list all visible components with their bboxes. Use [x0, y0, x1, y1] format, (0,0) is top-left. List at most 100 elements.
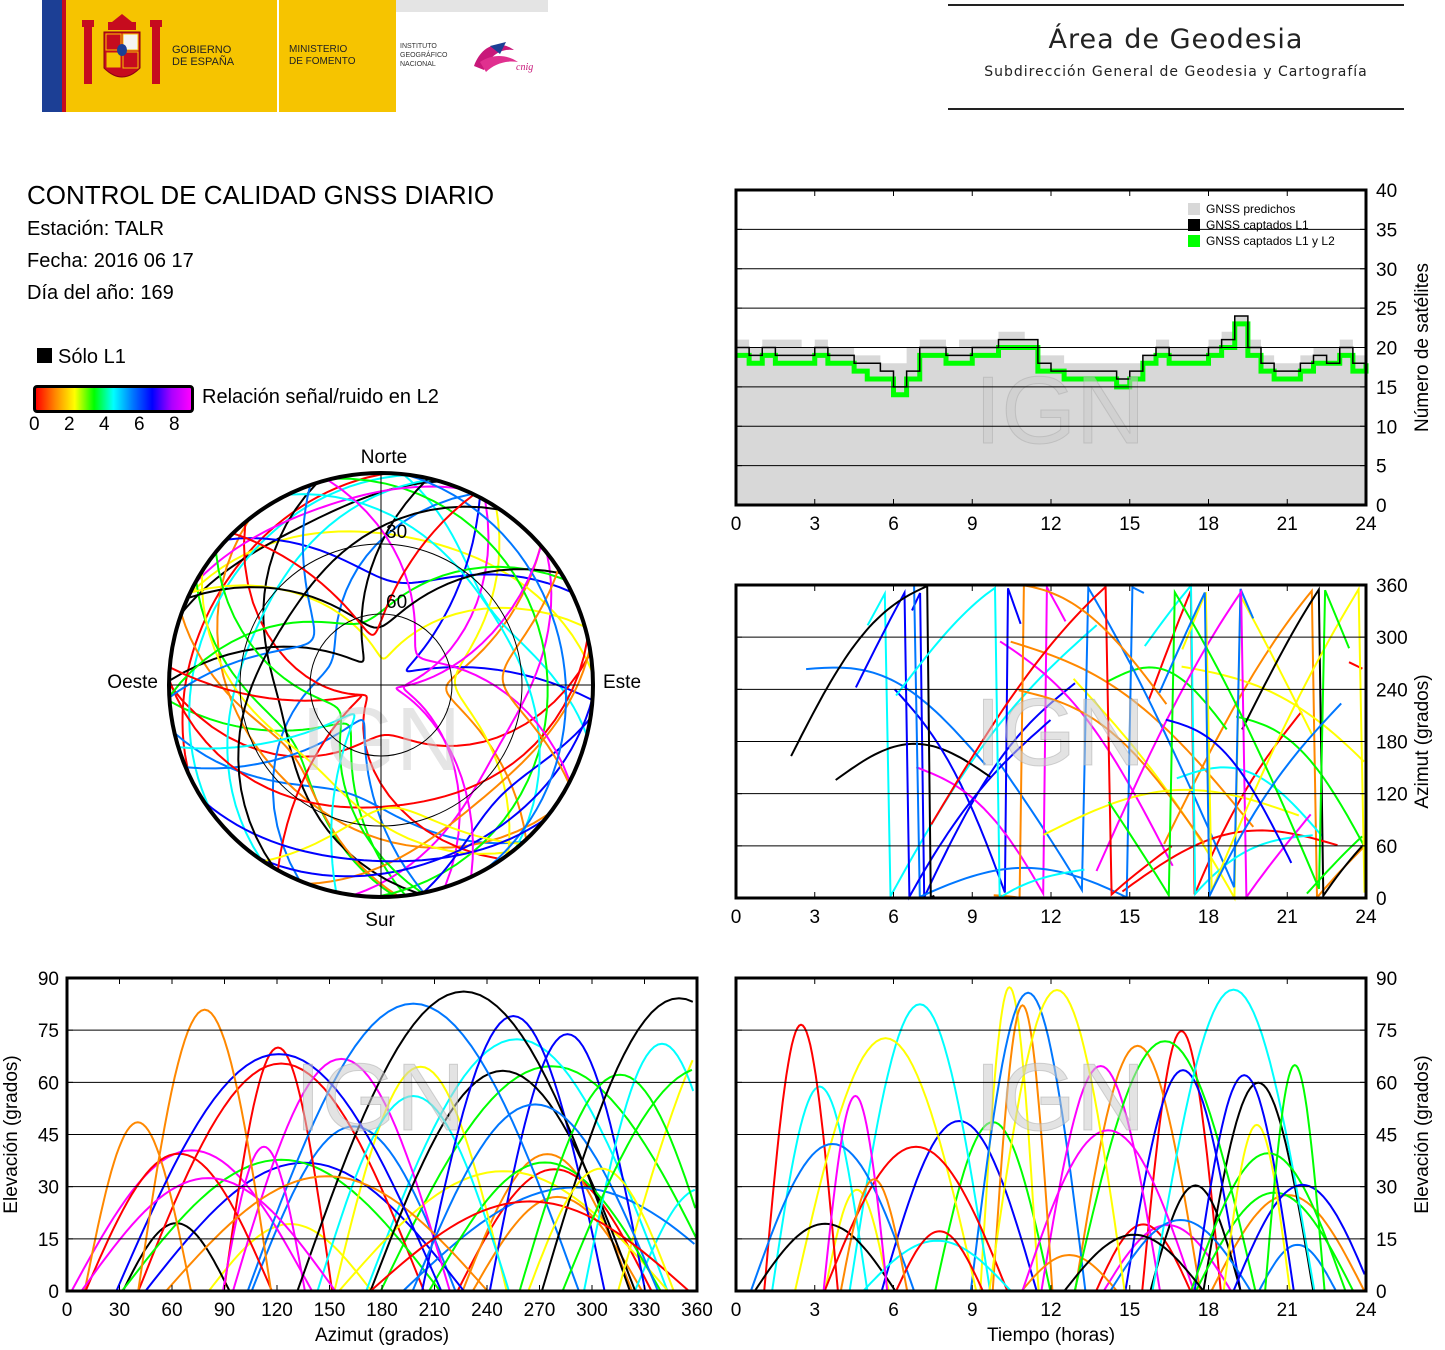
satellites-ytick-label: 40 — [1376, 181, 1397, 202]
elt-track — [1141, 1030, 1222, 1292]
flag-stripe — [42, 0, 62, 112]
legend-entry-1: GNSS captados L1 — [1206, 218, 1309, 232]
elevation_time-xlabel: Tiempo (horas) — [987, 1325, 1115, 1346]
elaz-track — [316, 1094, 510, 1292]
elaz-track — [80, 1177, 337, 1292]
satellites-plot-border — [734, 188, 1368, 507]
satellites-xtick-label: 15 — [1119, 514, 1140, 535]
elt-track — [1073, 1040, 1257, 1292]
elevation_time-ytick-label: 90 — [1376, 969, 1397, 990]
elt-track — [1232, 1183, 1366, 1292]
elaz-track — [137, 1008, 273, 1292]
azimuth_time-ytick-label: 0 — [1376, 889, 1387, 910]
elt-track — [1222, 1123, 1291, 1292]
azimuth_time-xtick-label: 24 — [1355, 907, 1377, 928]
ministerio-line-2: DE FOMENTO — [289, 56, 356, 67]
ign-watermark: IGN — [975, 357, 1146, 464]
satellites-xtick-label: 24 — [1355, 514, 1377, 535]
panel-divider — [277, 0, 279, 112]
azimuth_time-frame: 0 60 120 180 240 300 360 0 3 6 9 12 15 18 21 24 Azimut (… — [731, 576, 1433, 928]
instituto-line-2: GEOGRÁFICO — [400, 52, 448, 59]
elaz-track — [402, 1186, 696, 1292]
legend-entry-2: GNSS captados L1 y L2 — [1206, 234, 1335, 248]
azimuth_time-ylabel: Azimut (grados) — [1412, 674, 1433, 808]
satellites-ytick-label: 15 — [1376, 378, 1397, 399]
azimuth-time-chart: IGN 0 60 120 180 240 300 360 0 3 6 9 12 15 18 21 24 Azimu… — [731, 576, 1433, 928]
gobierno-line-1: GOBIERNO — [172, 44, 232, 56]
elevation_time-xtick-label: 0 — [731, 1300, 742, 1321]
instituto-text: INSTITUTO GEOGRÁFICO NACIONAL — [400, 42, 447, 69]
skyplot-track — [405, 497, 593, 702]
ministerio-line-1: MINISTERIO — [289, 44, 348, 55]
skyplot-track — [445, 545, 542, 840]
snr-tick-6: 6 — [134, 414, 145, 435]
snr-tick-4: 4 — [99, 414, 110, 435]
elevation_time-xtick-label: 18 — [1198, 1300, 1219, 1321]
satellites-xtick-label: 6 — [888, 514, 899, 535]
elevation_azimuth-ytick-label: 90 — [38, 969, 59, 990]
elevation_time-xtick-label: 12 — [1040, 1300, 1061, 1321]
elevation_azimuth-ytick-label: 60 — [38, 1073, 59, 1094]
elt-track — [771, 1085, 869, 1292]
elt-track — [895, 1230, 984, 1292]
elt-track — [1040, 1064, 1161, 1292]
area-header-top-rule — [948, 4, 1404, 6]
legend-swatch-2 — [1188, 235, 1200, 247]
skyplot-north-label: Norte — [361, 447, 407, 468]
skyplot-track — [395, 545, 543, 877]
azimuth-track — [806, 666, 986, 766]
azimuth-track — [1165, 718, 1293, 864]
elevation_azimuth-xtick-label: 270 — [524, 1300, 556, 1321]
elevation_azimuth-xtick-label: 300 — [576, 1300, 608, 1321]
skyplot-track — [453, 506, 511, 855]
elaz-track — [115, 1053, 443, 1292]
elt-track — [1149, 1184, 1242, 1292]
area-header: Área de Geodesia Subdirección General de… — [948, 4, 1404, 110]
elt-track — [1264, 1063, 1326, 1292]
azimuth_time-ytick-label: 180 — [1376, 733, 1408, 754]
elevation_azimuth-ytick-label: 75 — [38, 1021, 59, 1042]
elaz-track — [333, 1065, 508, 1292]
skyplot-east-label: Este — [603, 672, 641, 693]
skyplot-south-label: Sur — [365, 910, 395, 931]
elaz-track — [296, 990, 631, 1292]
elevation_time-ytick-label: 45 — [1376, 1126, 1397, 1147]
azimuth_time-xtick-label: 9 — [967, 907, 978, 928]
elaz-track — [428, 1161, 662, 1292]
elevation_azimuth-frame: 0 15 30 45 60 75 90 0 30 60 90 120 150 180 210 240 270 30… — [1, 969, 713, 1346]
azimuth-track — [1176, 766, 1323, 837]
elevation_time-ylabel: Elevación (grados) — [1412, 1055, 1433, 1213]
elt-track — [1193, 1074, 1295, 1292]
azimuth_time-xtick-label: 0 — [731, 907, 742, 928]
elevation_time-ytick-label: 15 — [1376, 1230, 1397, 1251]
elevation_time-ytick-label: 75 — [1376, 1021, 1397, 1042]
elevation_azimuth-xtick-label: 330 — [629, 1300, 661, 1321]
skyplot-west-label: Oeste — [107, 672, 158, 693]
skyplot-track — [237, 505, 501, 869]
elevation_azimuth-xtick-label: 180 — [366, 1300, 398, 1321]
station-label: Estación: TALR — [27, 218, 165, 240]
azimuth-track — [790, 584, 935, 899]
azimuth-track — [1181, 665, 1365, 763]
satellites-xtick-label: 3 — [809, 514, 820, 535]
elt-track — [822, 1094, 889, 1292]
snr-tick-2: 2 — [64, 414, 75, 435]
azimuth_time-xtick-label: 15 — [1119, 907, 1140, 928]
skyplot-track — [178, 713, 356, 893]
satellites-xtick-label: 21 — [1277, 514, 1298, 535]
elt-tracks — [749, 986, 1366, 1292]
skyplot-track — [203, 800, 546, 863]
elevation_time-xtick-label: 15 — [1119, 1300, 1140, 1321]
skyplot-track — [214, 551, 423, 894]
elevation_azimuth-ytick-label: 15 — [38, 1230, 59, 1251]
azimuth-track — [1107, 588, 1351, 899]
instituto-panel — [396, 0, 548, 112]
skyplot-track — [169, 666, 363, 871]
elaz-track — [70, 1149, 313, 1292]
elt-track — [753, 1222, 897, 1292]
skyplot-chart: IGN Norte Sur Oeste Este 30 60 — [107, 447, 641, 931]
azimuth-tracks — [790, 582, 1366, 902]
elevation_time-plot-border — [734, 976, 1368, 1293]
skyplot-track — [216, 517, 551, 849]
azimuth-track — [1095, 588, 1312, 901]
